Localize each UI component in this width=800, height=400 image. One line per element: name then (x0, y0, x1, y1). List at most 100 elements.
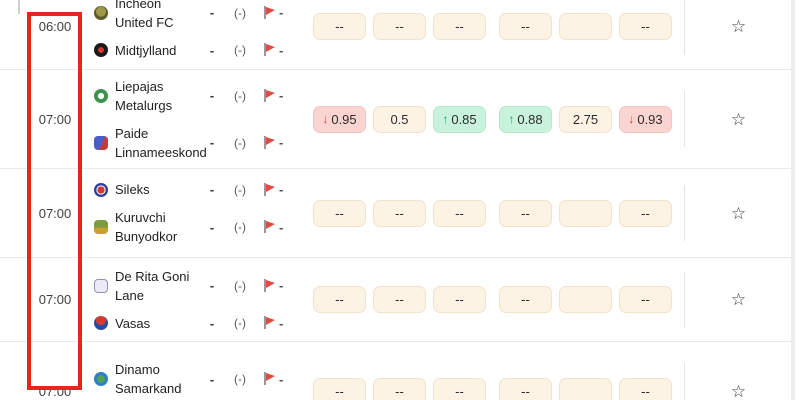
odds-value: 0.95 (331, 111, 357, 127)
trend-arrow-icon: ↓ (322, 112, 329, 126)
odds-cell[interactable]: -- (313, 377, 366, 400)
favorite-button[interactable] (725, 16, 752, 37)
star-icon (731, 113, 746, 128)
team-name: Dinamo Samarkand (115, 362, 182, 396)
odds-cell[interactable]: -- (499, 377, 552, 400)
odds-cell[interactable]: -- (373, 13, 426, 40)
odds-cell[interactable]: -- (619, 13, 672, 40)
team-row: De Rita Goni Lane - (-) - (90, 267, 291, 305)
divider (684, 0, 685, 55)
odds-cell[interactable]: -- (433, 13, 486, 40)
match-teams[interactable]: Sileks - (-) - Kuruvchi Bunyodkor - (-) … (90, 180, 291, 246)
odds-cell[interactable] (559, 286, 612, 313)
favorite-button[interactable] (725, 109, 752, 130)
odds-group: ↓ 0.95 0.5 ↑ 0.85 ↑ 0.88 2.75 ↓ 0.93 (313, 105, 672, 133)
scrollbar-track[interactable] (791, 0, 795, 400)
team-badge-icon (94, 88, 108, 103)
odds-cell[interactable]: -- (373, 377, 426, 400)
team-row: Incheon United FC - (-) - (90, 0, 291, 32)
odds-cell[interactable]: -- (433, 286, 486, 313)
odds-value: 0.93 (637, 111, 663, 127)
odds-cell[interactable]: -- (373, 199, 426, 227)
odds-cell[interactable]: -- (433, 199, 486, 227)
score-bracket: (-) (234, 5, 246, 20)
odds-cell[interactable]: -- (433, 377, 486, 400)
favorite-button[interactable] (725, 289, 752, 310)
match-time: 07:00 (38, 111, 72, 127)
odds-value: 0.5 (390, 111, 409, 127)
odds-cell[interactable]: -- (313, 199, 366, 227)
odds-cell[interactable]: ↓ 0.95 (313, 105, 366, 133)
score-value: - (209, 88, 215, 103)
team-row: Liepajas Metalurgs - (-) - (90, 77, 291, 115)
match-row: 07:00 Dinamo Samarkand - (-) - - (-) - -… (0, 341, 792, 400)
odds-cell[interactable]: -- (619, 377, 672, 400)
match-row: 07:00 Liepajas Metalurgs - (-) - Paide L… (0, 69, 792, 168)
odds-cell[interactable]: -- (313, 13, 366, 40)
match-teams[interactable]: Incheon United FC - (-) - Midtjylland - … (90, 0, 291, 60)
red-flag-icon (257, 220, 279, 234)
score-bracket: (-) (234, 372, 246, 386)
odds-cell[interactable]: ↓ 0.93 (619, 105, 672, 133)
favorite-button[interactable] (725, 203, 752, 224)
team-row: Midtjylland - (-) - (90, 41, 291, 60)
odds-value: -- (521, 292, 530, 307)
odds-value: 0.88 (517, 111, 543, 127)
odds-cell[interactable]: ↑ 0.85 (433, 105, 486, 133)
odds-value: -- (641, 292, 650, 307)
match-teams[interactable]: De Rita Goni Lane - (-) - Vasas - (-) - (90, 267, 291, 333)
match-row: 07:00 Sileks - (-) - Kuruvchi Bunyodkor … (0, 168, 792, 257)
odds-cell[interactable]: -- (499, 13, 552, 40)
favorite-cell (685, 109, 792, 130)
odds-cell[interactable] (559, 199, 612, 227)
match-teams[interactable]: Liepajas Metalurgs - (-) - Paide Linname… (90, 77, 291, 162)
trend-arrow-icon: ↓ (628, 112, 635, 126)
odds-cell[interactable]: -- (373, 286, 426, 313)
star-icon (731, 293, 746, 308)
team-badge-icon (94, 5, 108, 20)
odds-cell[interactable]: -- (619, 199, 672, 227)
star-icon (731, 20, 746, 35)
odds-value: -- (641, 205, 650, 221)
odds-cell[interactable] (559, 377, 612, 400)
score-bracket: (-) (234, 278, 246, 293)
odds-value: -- (455, 205, 464, 221)
match-time: 07:00 (38, 205, 72, 221)
score-value: - (209, 278, 215, 293)
odds-cell[interactable]: 0.5 (373, 105, 426, 133)
odds-value: -- (455, 19, 464, 34)
team-row: Kuruvchi Bunyodkor - (-) - (90, 208, 291, 246)
team-row: Dinamo Samarkand - (-) - (90, 360, 291, 398)
match-teams[interactable]: Dinamo Samarkand - (-) - - (-) - (90, 360, 291, 400)
odds-cell[interactable]: -- (313, 286, 366, 313)
odds-value: -- (455, 292, 464, 307)
divider (684, 363, 685, 400)
table-edge-line (18, 0, 20, 14)
team-badge-icon (94, 372, 108, 386)
score-value: - (209, 5, 215, 20)
odds-cell[interactable]: -- (499, 286, 552, 313)
star-icon (731, 207, 746, 222)
odds-value: -- (335, 19, 344, 34)
team-row: Vasas - (-) - (90, 314, 291, 333)
odds-cell[interactable]: 2.75 (559, 105, 612, 133)
favorite-button[interactable] (725, 381, 752, 400)
score-bracket: (-) (234, 220, 246, 234)
odds-cell[interactable]: -- (499, 199, 552, 227)
odds-group: -- -- -- -- -- (313, 377, 672, 400)
team-badge-icon (94, 220, 108, 234)
odds-cell[interactable] (559, 13, 612, 40)
team-badge-icon (94, 278, 108, 293)
divider (684, 91, 685, 147)
odds-value: 0.85 (451, 111, 477, 127)
odds-cell[interactable]: ↑ 0.88 (499, 105, 552, 133)
match-time: 06:00 (38, 19, 72, 34)
flag-count: - (279, 182, 284, 197)
odds-value: -- (335, 292, 344, 307)
score-value: - (209, 182, 215, 197)
match-row: 07:00 De Rita Goni Lane - (-) - Vasas - … (0, 257, 792, 341)
red-flag-icon (257, 372, 279, 386)
odds-cell[interactable]: -- (619, 286, 672, 313)
team-name: De Rita Goni Lane (115, 268, 190, 303)
